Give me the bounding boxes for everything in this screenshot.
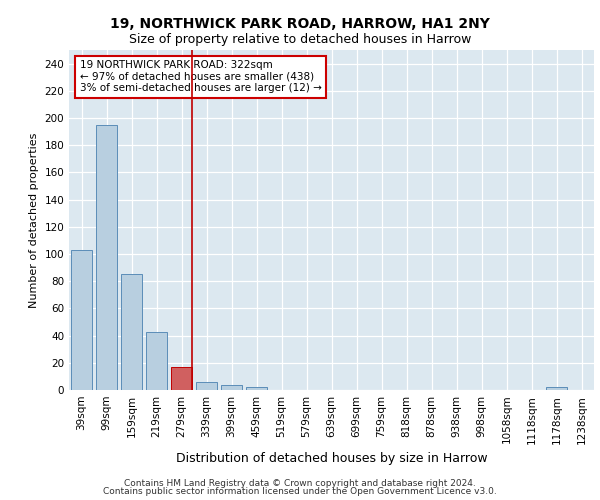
Bar [546, 388, 567, 390]
Bar [196, 382, 217, 390]
Y-axis label: Number of detached properties: Number of detached properties [29, 132, 39, 308]
Text: Size of property relative to detached houses in Harrow: Size of property relative to detached ho… [129, 32, 471, 46]
Text: 19 NORTHWICK PARK ROAD: 322sqm
← 97% of detached houses are smaller (438)
3% of : 19 NORTHWICK PARK ROAD: 322sqm ← 97% of … [79, 60, 322, 94]
Text: 19, NORTHWICK PARK ROAD, HARROW, HA1 2NY: 19, NORTHWICK PARK ROAD, HARROW, HA1 2NY [110, 18, 490, 32]
Bar [171, 367, 192, 390]
Bar [71, 250, 92, 390]
X-axis label: Distribution of detached houses by size in Harrow: Distribution of detached houses by size … [176, 452, 487, 465]
Bar [96, 125, 117, 390]
Bar [146, 332, 167, 390]
Bar [246, 388, 267, 390]
Text: Contains HM Land Registry data © Crown copyright and database right 2024.: Contains HM Land Registry data © Crown c… [124, 478, 476, 488]
Bar [221, 384, 242, 390]
Text: Contains public sector information licensed under the Open Government Licence v3: Contains public sector information licen… [103, 487, 497, 496]
Bar [121, 274, 142, 390]
